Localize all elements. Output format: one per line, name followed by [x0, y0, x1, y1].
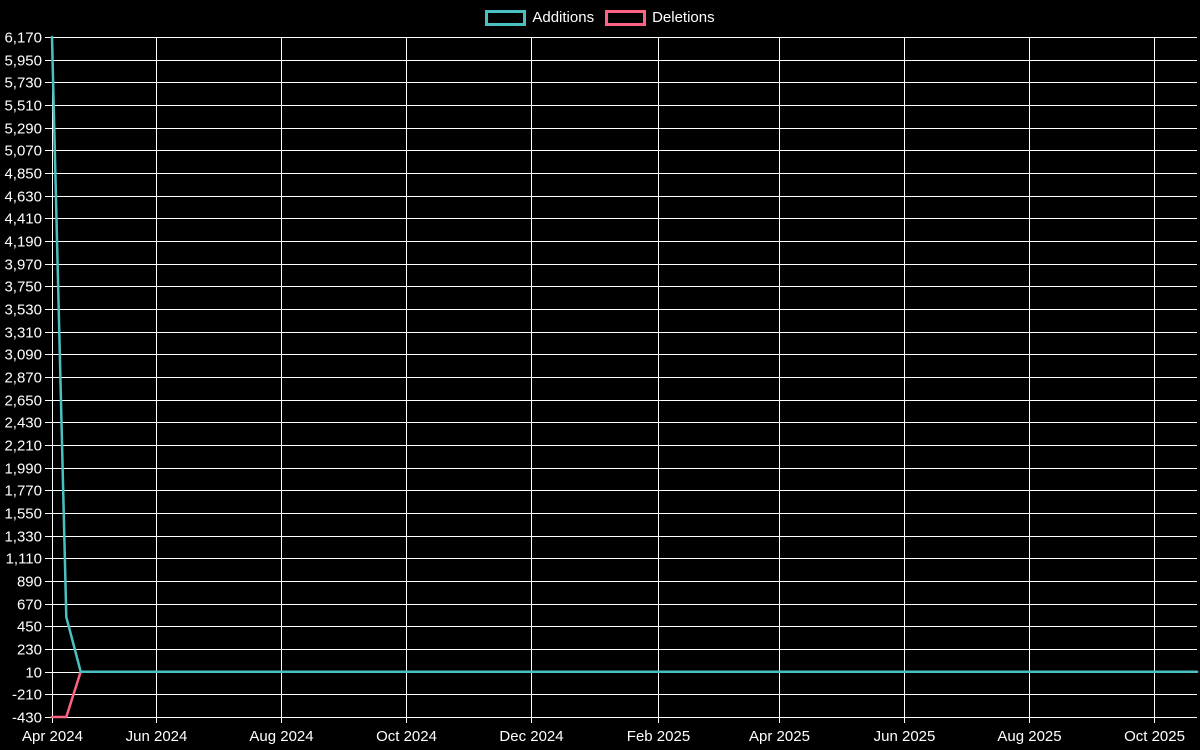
y-tick-label: 5,950	[4, 53, 42, 70]
y-tick-label: 3,970	[4, 257, 42, 274]
legend-item-additions[interactable]: Additions	[485, 9, 594, 26]
y-tick-label: 1,330	[4, 529, 42, 546]
chart-legend: Additions Deletions	[0, 9, 1200, 26]
y-tick-label: 2,650	[4, 393, 42, 410]
y-tick-label: 4,630	[4, 189, 42, 206]
additions-legend-swatch-icon	[485, 9, 527, 26]
x-tick-label: Feb 2025	[627, 728, 690, 745]
x-tick-label: Aug 2024	[249, 728, 313, 745]
y-tick-label: 5,290	[4, 121, 42, 138]
x-tick-label: Dec 2024	[499, 728, 563, 745]
y-tick-label: 1,110	[6, 551, 42, 568]
x-tick-label: Aug 2025	[997, 728, 1061, 745]
y-tick-label: 5,730	[4, 75, 42, 92]
y-tick-label: 5,070	[4, 143, 42, 160]
y-tick-label: -430	[12, 710, 42, 727]
deletions-legend-label: Deletions	[652, 9, 715, 26]
y-tick-label: 1,990	[4, 461, 42, 478]
y-tick-label: -210	[12, 687, 42, 704]
x-tick-label: Apr 2024	[22, 728, 83, 745]
y-tick-label: 2,210	[4, 438, 42, 455]
y-tick-label: 3,090	[4, 347, 42, 364]
y-tick-label: 1,550	[4, 506, 42, 523]
y-tick-label: 890	[17, 574, 42, 591]
y-tick-label: 10	[25, 665, 42, 682]
y-tick-label: 1,770	[4, 483, 42, 500]
additions-line	[50, 35, 1199, 673]
y-tick-label: 450	[17, 619, 42, 636]
additions-legend-label: Additions	[532, 9, 595, 26]
y-tick-label: 2,870	[4, 370, 42, 387]
y-tick-label: 670	[17, 597, 42, 614]
y-tick-label: 230	[17, 642, 42, 659]
x-tick-label: Jun 2024	[126, 728, 188, 745]
y-tick-label: 3,310	[4, 325, 42, 342]
y-tick-label: 3,750	[4, 279, 42, 296]
y-tick-label: 5,510	[4, 98, 42, 115]
x-tick-label: Jun 2025	[874, 728, 936, 745]
x-tick-label: Oct 2025	[1124, 728, 1185, 745]
x-tick-label: Oct 2024	[376, 728, 437, 745]
y-tick-label: 6,170	[4, 30, 42, 47]
y-tick-label: 4,190	[4, 234, 42, 251]
y-tick-label: 2,430	[4, 415, 42, 432]
x-tick-label: Apr 2025	[749, 728, 810, 745]
legend-item-deletions[interactable]: Deletions	[605, 9, 715, 26]
deletions-legend-swatch-icon	[605, 9, 647, 26]
y-tick-label: 4,850	[4, 166, 42, 183]
y-tick-label: 3,530	[4, 302, 42, 319]
y-tick-label: 4,410	[4, 211, 42, 228]
